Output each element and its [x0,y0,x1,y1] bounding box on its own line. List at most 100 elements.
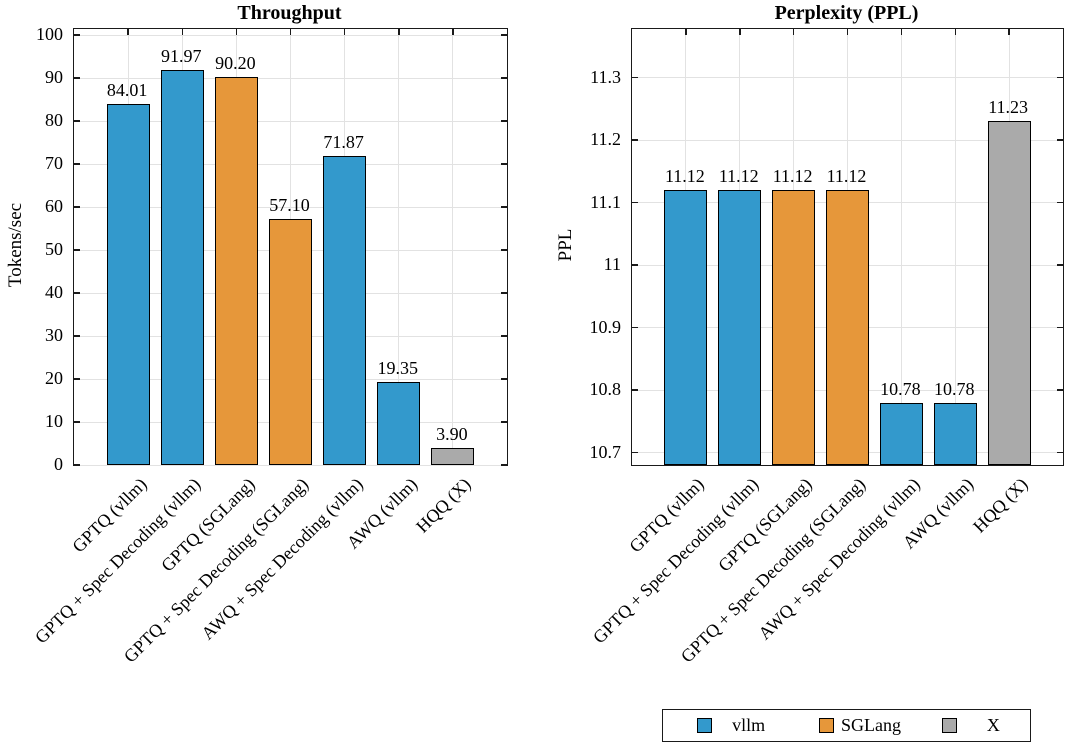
chart-title: Perplexity (PPL) [774,2,919,24]
y-tick-mark [501,335,507,337]
y-tick-mark [632,201,638,204]
x-tick-mark [1008,29,1010,35]
y-tick-mark [1057,139,1063,141]
y-tick-mark [501,206,507,208]
y-gridline [74,464,507,466]
bar-value-label: 91.97 [161,45,202,66]
y-tick-label: 10.9 [589,316,622,337]
bar-value-label: 10.78 [934,378,975,399]
y-tick-label: 40 [45,282,63,302]
legend: vllm SGLang X [662,709,1031,742]
x-gridline [900,29,902,465]
y-tick-mark [74,34,80,36]
bar-value-label: 11.12 [664,166,705,187]
y-tick-mark [632,139,638,141]
y-tick-mark [501,464,507,466]
y-tick-mark [1057,76,1063,79]
x-tick-mark [452,29,454,35]
x-tick-label-text: GPTQ (SGLang) [714,474,816,576]
y-tick-label: 11.1 [590,191,621,212]
x-tick-mark [343,29,346,35]
x-tick-label-text: HQQ (X) [968,474,1032,537]
x-tick-mark [792,29,795,35]
bar-value-label: 19.35 [377,357,419,378]
y-tick-label: 30 [45,325,63,345]
y-tick-label: 10.7 [589,441,622,462]
y-tick-mark [74,120,80,122]
y-tick-mark [632,451,638,454]
legend-label: vllm [732,715,766,735]
y-tick-label: 0 [54,454,63,474]
legend-swatch [941,718,957,733]
legend-label: SGLang [840,715,901,735]
legend-item: vllm [663,710,785,741]
bar [933,402,977,465]
y-tick-label: 90 [45,67,63,88]
y-tick-mark [74,292,80,294]
y-tick-mark [74,421,80,423]
y-tick-mark [1057,389,1063,391]
bar [664,190,708,465]
y-tick-mark [501,163,507,165]
x-tick-mark [398,29,400,35]
y-tick-mark [1057,201,1063,204]
y-tick-mark [74,464,80,466]
bar-value-label: 10.78 [880,378,921,399]
bar [160,69,204,465]
y-tick-mark [74,335,80,337]
x-tick-mark [685,29,687,35]
legend-swatch [697,718,712,733]
plot-area [73,28,508,466]
bar [772,190,816,465]
x-gridline [954,29,956,465]
y-tick-mark [501,378,507,380]
y-tick-mark [1057,264,1063,266]
x-tick-mark [900,29,903,35]
bar [323,155,367,465]
bar [431,448,475,465]
x-tick-mark [289,29,292,35]
y-tick-mark [74,378,80,380]
x-gridline [398,29,400,465]
bar-value-label: 3.90 [436,424,468,445]
bar-value-label: 84.01 [106,79,148,100]
legend-label: X [986,715,1000,735]
y-tick-label: 11.2 [590,129,621,150]
x-tick-mark [235,29,238,35]
bar [377,381,421,465]
bar-value-label: 11.23 [988,97,1029,118]
plot-area [631,28,1064,466]
bar [987,121,1031,465]
y-tick-label: 70 [45,153,63,173]
bar [826,190,869,465]
y-tick-mark [1057,451,1063,454]
y-tick-label: 80 [45,110,63,131]
bar [106,103,150,465]
bar [214,77,258,465]
x-gridline [452,29,454,465]
bar-value-label: 11.12 [772,166,813,187]
y-tick-mark [74,206,80,208]
y-tick-mark [632,264,638,266]
y-tick-mark [74,249,80,251]
x-tick-mark [127,29,129,35]
y-tick-mark [74,77,80,79]
y-tick-label: 100 [36,24,63,45]
y-tick-mark [501,34,507,36]
y-tick-label: 11.3 [590,66,621,87]
y-tick-label: 10.8 [589,379,622,400]
bar-value-label: 57.10 [269,195,310,216]
y-tick-mark [501,120,507,122]
x-tick-mark [181,29,183,35]
bar [879,402,923,465]
y-tick-mark [501,292,507,294]
legend-item: X [908,710,1030,741]
legend-item: SGLang [785,710,907,741]
y-tick-label: 60 [45,196,63,216]
bar-value-label: 90.20 [215,53,256,74]
y-tick-label: 50 [45,239,63,259]
bar-value-label: 71.87 [323,131,364,152]
y-tick-label: 20 [45,368,63,388]
